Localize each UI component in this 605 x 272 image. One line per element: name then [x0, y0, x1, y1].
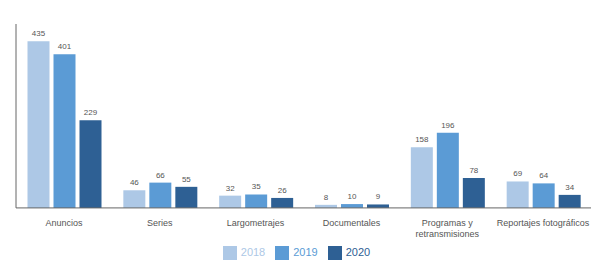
svg-text:78: 78	[469, 166, 478, 175]
svg-text:55: 55	[182, 175, 191, 184]
svg-text:Documentales: Documentales	[323, 218, 381, 228]
html-text:2020: 2020	[345, 245, 371, 258]
svg-text:401: 401	[58, 42, 72, 51]
svg-text:Programas yretransmisiones: Programas yretransmisiones	[415, 218, 479, 239]
svg-text:Series: Series	[147, 218, 173, 228]
svg-text:9: 9	[376, 192, 381, 201]
svg-text:Largometrajes: Largometrajes	[227, 218, 285, 228]
html-text:2019: 2019	[293, 245, 318, 258]
svg-text:26: 26	[278, 186, 287, 195]
html-text:2018: 2018	[240, 245, 266, 258]
svg-text:Reportajes fotográficos: Reportajes fotográficos	[497, 218, 590, 228]
svg-text:10: 10	[348, 192, 357, 201]
svg-text:66: 66	[156, 171, 165, 180]
svg-text:34: 34	[565, 183, 574, 192]
svg-text:64: 64	[539, 171, 548, 180]
svg-text:229: 229	[84, 108, 98, 117]
svg-text:435: 435	[32, 29, 46, 38]
svg-text:35: 35	[252, 182, 261, 191]
svg-text:158: 158	[415, 135, 429, 144]
svg-text:32: 32	[226, 184, 235, 193]
svg-text:69: 69	[513, 169, 522, 178]
svg-text:Anuncios: Anuncios	[45, 218, 83, 228]
svg-text:46: 46	[130, 178, 139, 187]
svg-text:8: 8	[324, 193, 329, 202]
svg-text:196: 196	[441, 121, 455, 130]
